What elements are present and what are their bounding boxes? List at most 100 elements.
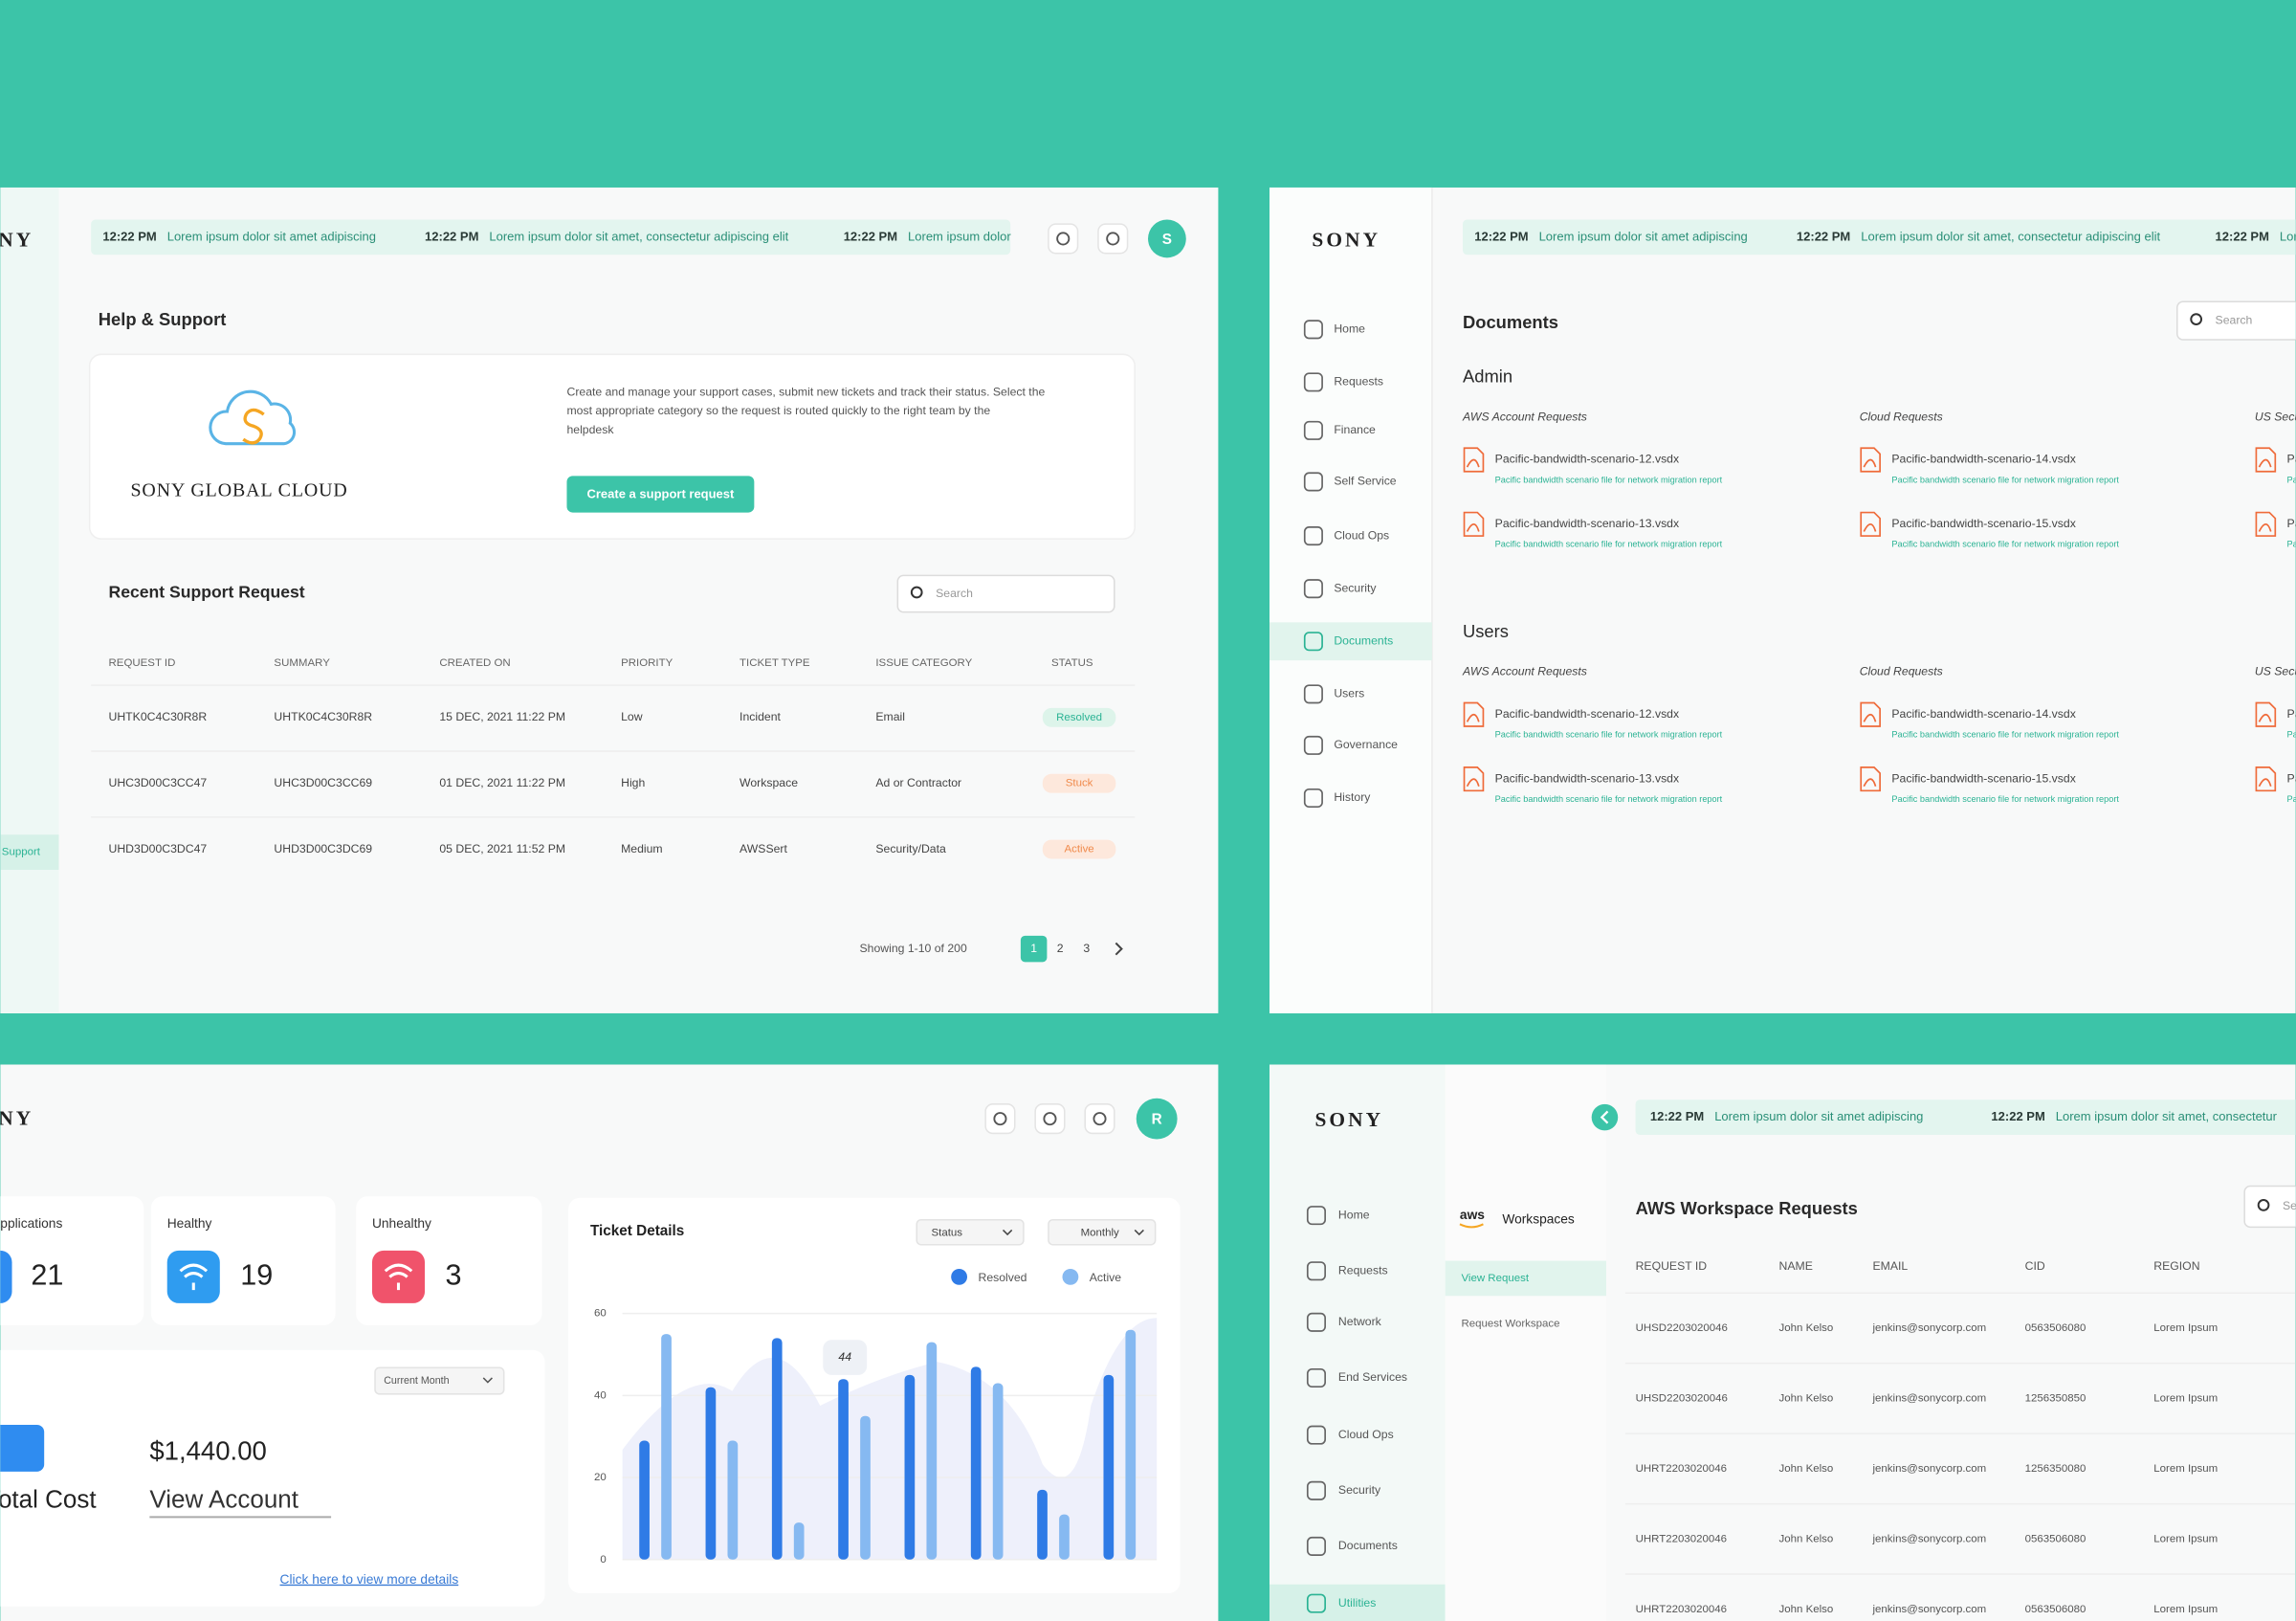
file-name[interactable]: Pacific	[2287, 771, 2296, 785]
ticker-time: 12:22 PM	[425, 229, 478, 243]
cell: 0563506080	[2025, 1533, 2086, 1544]
cell: John Kelso	[1779, 1322, 1834, 1334]
avatar-letter: S	[1162, 232, 1172, 248]
file-name[interactable]: Pacific	[2287, 453, 2296, 466]
app-logo: aws	[1460, 1208, 1485, 1222]
column-header: ISSUE CATEGORY	[875, 657, 972, 669]
pdf-icon	[2255, 447, 2277, 473]
file-name[interactable]: Pacific-bandwidth-scenario-12.vsdx	[1495, 453, 1679, 466]
column-header: REQUEST ID	[1636, 1259, 1708, 1273]
search-box[interactable]	[2176, 300, 2296, 341]
file-name[interactable]: Pacific-bandwidth-scenario-14.vsdx	[1891, 707, 2075, 721]
file-name[interactable]: Pacific	[2287, 517, 2296, 530]
nav-item[interactable]: Documents	[1338, 1539, 1398, 1552]
nav-item[interactable]: Support	[2, 847, 41, 858]
search-box[interactable]	[2243, 1185, 2296, 1229]
nav-item[interactable]: Home	[1334, 322, 1365, 336]
stat-value: 19	[240, 1258, 273, 1291]
file-name[interactable]: Pacific-bandwidth-scenario-13.vsdx	[1495, 771, 1679, 785]
file-name[interactable]: Pacific-bandwidth-scenario-15.vsdx	[1891, 771, 2075, 785]
cell: John Kelso	[1779, 1392, 1834, 1404]
cell: John Kelso	[1779, 1604, 1834, 1615]
more-link[interactable]: Click here to view more details	[280, 1572, 459, 1587]
page-number[interactable]: 1	[1030, 942, 1037, 955]
cell: 15 DEC, 2021 11:22 PM	[439, 710, 565, 723]
filter-select[interactable]	[916, 1218, 1025, 1246]
view-account[interactable]: View Account	[149, 1484, 298, 1513]
nav-item[interactable]: Security	[1334, 581, 1377, 594]
pdf-icon	[1860, 701, 1881, 727]
panel-bg	[1269, 187, 2296, 1013]
file-name[interactable]: Pacific-bandwidth-scenario-14.vsdx	[1891, 453, 2075, 466]
search-box[interactable]	[896, 574, 1115, 613]
y-tick-label: 40	[594, 1389, 607, 1401]
status-pill	[1042, 707, 1116, 727]
cell: jenkins@sonycorp.com	[1871, 1533, 1986, 1544]
file-name[interactable]: Pacific	[2287, 707, 2296, 721]
ticker-text: Lorem ipsum dolor sit amet, consectetur	[2056, 1109, 2278, 1123]
page-title: Documents	[1463, 312, 1558, 332]
nav-item[interactable]: Users	[1334, 687, 1364, 700]
back-button[interactable]	[1591, 1103, 1619, 1131]
avatar[interactable]	[1148, 219, 1186, 258]
icon-button[interactable]	[1097, 223, 1129, 255]
period-select[interactable]	[374, 1366, 505, 1395]
cell: Incident	[740, 710, 781, 723]
page-number[interactable]: 2	[1057, 942, 1064, 955]
page-number[interactable]: 3	[1083, 942, 1090, 955]
nav-icon	[1306, 1480, 1327, 1500]
nav-item[interactable]: Cloud Ops	[1338, 1428, 1394, 1441]
next-page[interactable]	[1115, 942, 1123, 956]
nav-icon	[1306, 1425, 1327, 1445]
bar	[661, 1334, 672, 1560]
cell: jenkins@sonycorp.com	[1871, 1392, 1986, 1404]
column-header: REGION	[2153, 1259, 2199, 1273]
nav-item[interactable]: Requests	[1334, 375, 1383, 389]
nav-item[interactable]: Utilities	[1338, 1596, 1376, 1610]
nav-item[interactable]: Governance	[1334, 738, 1398, 751]
subnav-item[interactable]: View Request	[1461, 1273, 1529, 1284]
tooltip-value: 44	[838, 1350, 851, 1364]
column-header: REQUEST ID	[109, 657, 176, 669]
cell: Lorem Ipsum	[2153, 1604, 2218, 1615]
cell: UHSD2203020046	[1636, 1322, 1728, 1334]
nav-item[interactable]: Requests	[1338, 1264, 1388, 1277]
filter-select[interactable]	[1048, 1218, 1157, 1246]
nav-item[interactable]: Finance	[1334, 423, 1376, 436]
icon-button[interactable]	[984, 1103, 1016, 1135]
page-active[interactable]	[1020, 935, 1048, 963]
nav-item[interactable]: Network	[1338, 1315, 1382, 1328]
file-name[interactable]: Pacific-bandwidth-scenario-15.vsdx	[1891, 517, 2075, 530]
file-name[interactable]: Pacific-bandwidth-scenario-13.vsdx	[1495, 517, 1679, 530]
nav-item[interactable]: Self Service	[1334, 475, 1396, 488]
column-header: SUMMARY	[274, 657, 330, 669]
file-note: Pacific bandwidth scenario file for netw…	[1495, 794, 1723, 804]
description: Create and manage your support cases, su…	[566, 385, 1045, 398]
cell: UHC3D00C3CC69	[274, 776, 372, 789]
button-label: Create a support request	[586, 487, 735, 501]
nav-item[interactable]: Home	[1338, 1208, 1370, 1221]
pdf-icon	[1860, 766, 1881, 792]
subnav-item[interactable]: Request Workspace	[1461, 1318, 1559, 1329]
icon-button[interactable]	[1034, 1103, 1066, 1135]
nav-item[interactable]: Security	[1338, 1483, 1381, 1497]
nav-item[interactable]: Documents	[1334, 633, 1393, 647]
y-tick-label: 60	[594, 1308, 607, 1320]
pdf-icon	[1860, 447, 1881, 473]
nav-item[interactable]: End Services	[1338, 1370, 1407, 1384]
group-title: AWS Account Requests	[1462, 410, 1587, 423]
icon-button[interactable]	[1048, 223, 1079, 255]
cell: UHD3D00C3DC47	[109, 842, 208, 855]
status: Resolved	[1056, 712, 1102, 723]
bar	[771, 1338, 783, 1560]
icon-button[interactable]	[1084, 1103, 1115, 1135]
nav-item[interactable]: History	[1334, 790, 1371, 804]
ticker-bar	[1463, 219, 2296, 255]
avatar[interactable]	[1136, 1098, 1178, 1140]
button[interactable]	[566, 476, 755, 513]
nav-item[interactable]: Cloud Ops	[1334, 528, 1389, 542]
file-name[interactable]: Pacific-bandwidth-scenario-12.vsdx	[1495, 707, 1679, 721]
ticker-time: 12:22 PM	[1650, 1109, 1704, 1123]
nav-icon	[1303, 526, 1323, 546]
